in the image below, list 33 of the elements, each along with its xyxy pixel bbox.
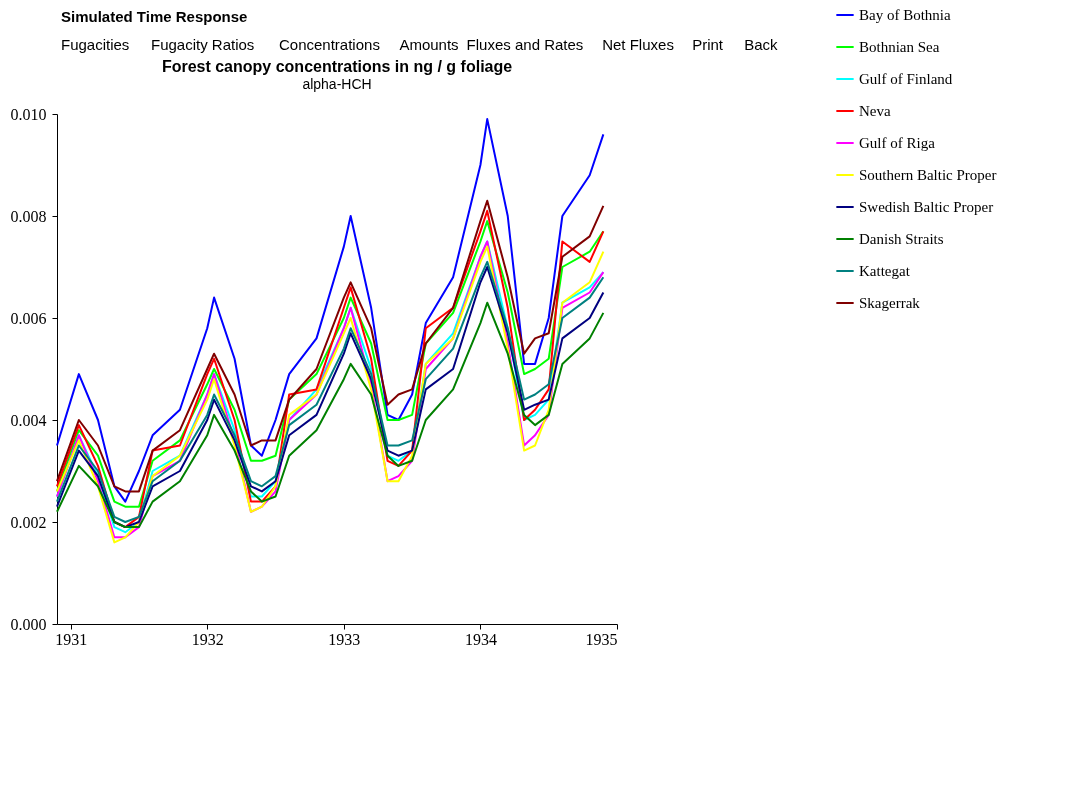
text: Fluxes and Rates — [466, 36, 584, 53]
y-tick-label: 0.010 — [10, 105, 47, 123]
legend-label: Danish Straits — [859, 231, 944, 247]
chart-title: Forest canopy concentrations in ng / g foliage — [161, 58, 513, 75]
legend-label: Bay of Bothnia — [859, 7, 951, 23]
chart-subtitle: alpha-HCH — [302, 76, 372, 92]
x-tick-label: 1932 — [191, 630, 224, 648]
y-tick-label: 0.002 — [10, 513, 47, 531]
legend-label: Kattegat — [859, 263, 911, 279]
legend-label: Bothnian Sea — [859, 39, 940, 55]
text: Net Fluxes — [602, 36, 674, 53]
y-tick-label: 0.004 — [10, 411, 47, 429]
text: Amounts — [399, 36, 459, 53]
legend-label: Gulf of Finland — [859, 71, 953, 87]
line-series — [56, 118, 605, 503]
text: Fugacity Ratios — [151, 36, 255, 53]
y-tick-label: 0.008 — [10, 207, 47, 225]
legend-label: Gulf of Riga — [859, 135, 936, 151]
x-tick-label: 1934 — [464, 630, 497, 648]
legend-label: Skagerrak — [859, 295, 921, 311]
legend-label: Neva — [859, 103, 891, 119]
text: Concentrations — [279, 36, 380, 53]
x-tick-label: 1935 — [585, 630, 618, 648]
x-tick-label: 1931 — [55, 630, 88, 648]
text: Fugacities — [61, 36, 130, 53]
legend-label: Swedish Baltic Proper — [859, 199, 994, 215]
y-tick-label: 0.006 — [10, 309, 47, 327]
text: Simulated Time Response — [61, 8, 248, 25]
y-tick-label: 0.000 — [10, 615, 47, 633]
x-tick-label: 1933 — [328, 630, 361, 648]
text: Print — [692, 36, 724, 53]
legend-label: Southern Baltic Proper — [859, 167, 997, 183]
text: Back — [744, 36, 779, 53]
